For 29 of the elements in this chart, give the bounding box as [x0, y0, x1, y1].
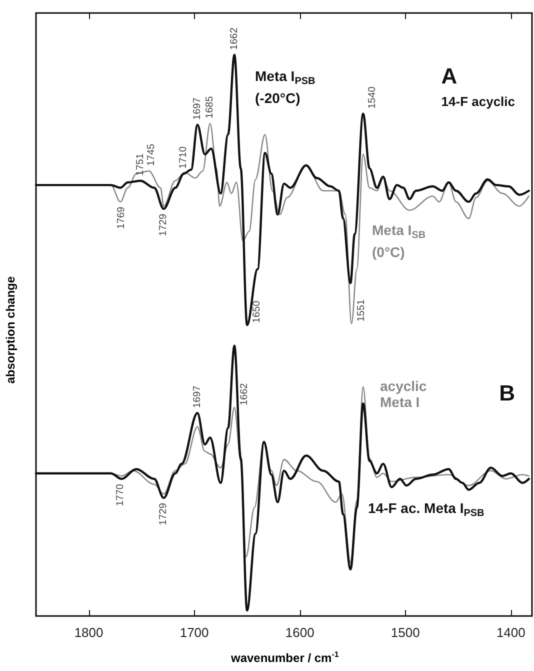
annotation: 1551 [356, 298, 368, 322]
annotation: 1751 [134, 153, 146, 176]
annotation: 1685 [204, 96, 216, 118]
series-label: Meta I$_{SB}$ (0°C) [372, 222, 427, 260]
annotation: 1697 [192, 97, 203, 120]
annotation: 1650 [252, 300, 263, 323]
x-tick-label: 1500 [390, 625, 420, 640]
annotation: 1770 [114, 483, 126, 506]
text: B [499, 380, 516, 406]
annotation: 1729 [158, 502, 170, 526]
annotation: 1697 [192, 385, 203, 408]
x-tick-label: 1800 [74, 625, 104, 640]
series-label: 14-F ac. Meta I$_{PSB}$ [368, 500, 486, 521]
annotation: 1540 [367, 86, 378, 109]
annotation: 1662 [238, 382, 250, 406]
x-tick-label: 1700 [180, 625, 209, 640]
series-label: Meta I$_{PSB}$ (-20°C) [255, 68, 316, 106]
annotation: 1769 [116, 206, 127, 230]
series-label: acyclic Meta I [380, 378, 428, 410]
annotation: 1710 [178, 146, 190, 169]
annotation: 1745 [146, 143, 157, 166]
x-axis-title: wavenumber / cm$^{-1}$ [231, 650, 339, 665]
annotation: 1662 [228, 27, 240, 50]
annotation: 1729 [158, 213, 170, 236]
chart-title: A [441, 64, 458, 88]
x-tick-label: 1600 [285, 625, 314, 640]
x-tick-label: 1400 [496, 625, 526, 640]
text: 14-F acyclic [441, 94, 516, 109]
y-axis-title: absorption change [3, 276, 18, 384]
